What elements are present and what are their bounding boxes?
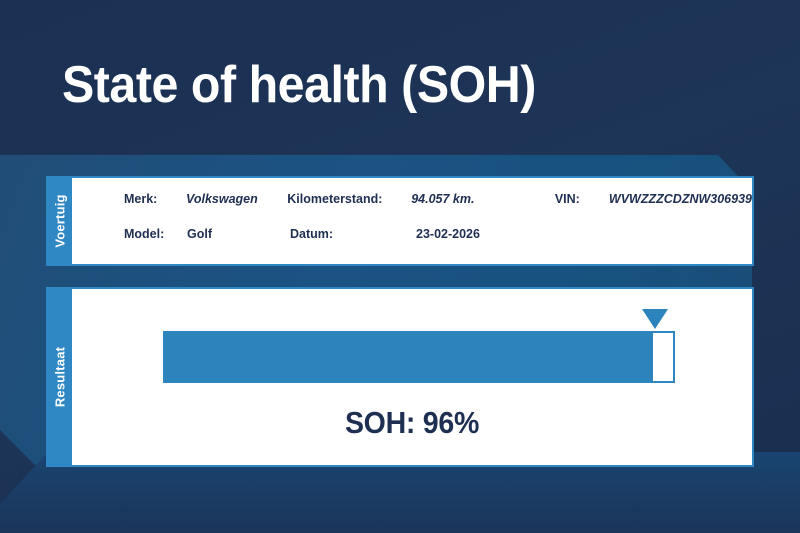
page-title: State of health (SOH) <box>62 56 536 114</box>
soh-gauge-marker-icon <box>641 309 668 329</box>
vin-label: VIN: <box>554 192 580 206</box>
merk-label: Merk: <box>124 192 158 206</box>
datum-label: Datum: <box>290 227 334 241</box>
kilometerstand-label: Kilometerstand: <box>287 192 383 206</box>
vin-value: WVWZZZCDZNW306939 <box>608 192 752 206</box>
vehicle-card-tab: Voertuig <box>48 178 72 264</box>
vehicle-info-card: Voertuig Merk: Volkswagen Kilometerstand… <box>46 176 754 266</box>
result-card-tab-label: Resultaat <box>52 346 68 408</box>
merk-value: Volkswagen <box>185 192 258 206</box>
soh-gauge <box>163 309 675 383</box>
soh-value-label: SOH: 96% <box>344 405 480 440</box>
kilometerstand-value: 94.057 km. <box>411 192 475 206</box>
result-card: Resultaat SOH: 96% <box>46 287 754 467</box>
soh-gauge-track <box>163 331 675 383</box>
result-card-tab: Resultaat <box>48 289 72 465</box>
vehicle-detail-row: Merk: Volkswagen Kilometerstand: 94.057 … <box>124 192 752 227</box>
result-card-body: SOH: 96% <box>72 289 752 465</box>
vehicle-details-grid: Merk: Volkswagen Kilometerstand: 94.057 … <box>72 178 752 264</box>
model-label: Model: <box>124 227 165 241</box>
model-value: Golf <box>187 227 212 241</box>
datum-value: 23-02-2026 <box>416 227 480 241</box>
soh-gauge-fill <box>165 333 653 381</box>
vehicle-card-body: Merk: Volkswagen Kilometerstand: 94.057 … <box>72 178 752 264</box>
vehicle-detail-row: Model: Golf Datum: 23-02-2026 <box>124 227 752 262</box>
vehicle-card-tab-label: Voertuig <box>52 194 68 248</box>
